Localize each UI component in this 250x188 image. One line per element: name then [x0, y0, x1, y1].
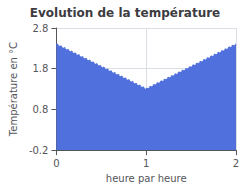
svg-text:1: 1 [143, 158, 149, 169]
svg-text:0.8: 0.8 [33, 104, 49, 115]
svg-text:-0.2: -0.2 [29, 145, 49, 156]
svg-text:0: 0 [53, 158, 59, 169]
svg-text:heure par heure: heure par heure [106, 173, 187, 184]
svg-text:Température en °C: Température en °C [8, 42, 19, 137]
svg-text:Evolution de la température: Evolution de la température [30, 6, 221, 20]
svg-text:2: 2 [233, 158, 239, 169]
svg-text:1.8: 1.8 [33, 63, 49, 74]
svg-text:2.8: 2.8 [33, 23, 49, 34]
